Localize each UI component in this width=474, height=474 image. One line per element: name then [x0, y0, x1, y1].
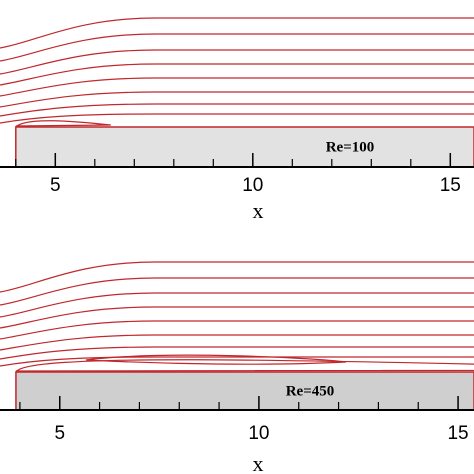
streamline	[0, 346, 474, 360]
recirculation	[15, 359, 474, 373]
streamline	[0, 91, 474, 108]
annotation: Re=450	[286, 383, 335, 399]
x-tick-label: 10	[242, 175, 263, 196]
x-tick-label: 15	[447, 423, 468, 444]
plate	[15, 371, 474, 411]
x-tick-label: 5	[50, 175, 61, 196]
streamline	[0, 334, 474, 351]
streamline	[0, 113, 474, 124]
x-axis-label: x	[253, 451, 264, 474]
recirculation	[15, 120, 111, 128]
x-tick-label: 5	[54, 423, 65, 444]
x-tick-label: 15	[440, 175, 461, 196]
streamline	[0, 306, 474, 329]
streamline	[0, 63, 474, 86]
streamline	[0, 320, 474, 340]
streamline	[0, 49, 474, 75]
streamline	[0, 33, 474, 62]
plate	[15, 126, 474, 168]
streamline	[0, 261, 474, 293]
streamline	[0, 277, 474, 306]
annotation: Re=100	[326, 139, 375, 155]
streamline	[0, 17, 474, 49]
x-tick-label: 10	[248, 423, 269, 444]
streamline	[0, 77, 474, 97]
streamline	[0, 103, 474, 117]
x-axis-label: x	[253, 198, 264, 223]
streamline	[0, 356, 474, 367]
recirculation	[85, 354, 347, 365]
streamline	[0, 292, 474, 318]
